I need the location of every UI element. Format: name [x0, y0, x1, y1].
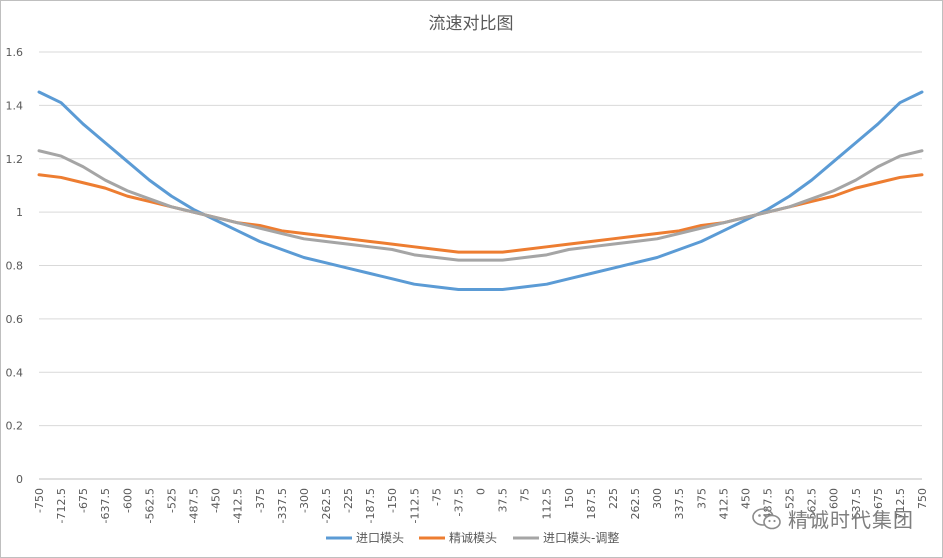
- series-line-2: [37, 173, 924, 254]
- x-tick-label: -337.5: [276, 488, 289, 523]
- x-tick-label: 525: [784, 488, 797, 509]
- x-tick-label: -637.5: [99, 488, 112, 523]
- y-tick-label: 1.6: [6, 46, 24, 59]
- x-tick-label: -37.5: [452, 488, 465, 516]
- legend-label: 进口模头-调整: [543, 530, 619, 545]
- x-tick-label: -525: [165, 488, 178, 513]
- y-tick-label: 1.4: [6, 99, 24, 112]
- legend-label: 精诚模头: [449, 531, 497, 545]
- x-tick-label: 300: [651, 488, 664, 509]
- watermark-text: 精诚时代集团: [788, 508, 914, 532]
- y-tick-label: 0.4: [6, 366, 24, 379]
- x-tick-label: 637.5: [850, 488, 863, 520]
- x-tick-label: -600: [121, 488, 134, 513]
- x-tick-label: 262.5: [629, 488, 642, 520]
- legend: 进口模头 精诚模头 进口模头-调整: [326, 530, 619, 545]
- watermark: 精诚时代集团: [752, 504, 914, 533]
- x-tick-label: 450: [739, 488, 752, 509]
- chart-title: 流速对比图: [429, 14, 514, 34]
- x-tick-label: 0: [475, 488, 488, 495]
- x-tick-label: 375: [695, 488, 708, 509]
- x-tick-label: -675: [77, 488, 90, 513]
- x-tick-label: 562.5: [806, 488, 819, 520]
- y-tick-label: 0.8: [6, 260, 24, 273]
- x-tick-label: 112.5: [541, 488, 554, 520]
- series-lines: [37, 90, 924, 292]
- x-tick-label: 675: [872, 488, 885, 509]
- wechat-icon: [752, 507, 781, 529]
- x-tick-label: 600: [828, 488, 841, 509]
- x-tick-label: 75: [519, 488, 532, 502]
- x-tick-label: -150: [386, 488, 399, 513]
- x-tick-label: -375: [254, 488, 267, 513]
- y-axis-tick-labels: 0 0.2 0.4 0.6 0.8 1 1.2 1.4 1.6: [6, 46, 24, 486]
- y-tick-label: 1.2: [6, 153, 24, 166]
- x-tick-label: 712.5: [894, 488, 907, 520]
- x-tick-label: -712.5: [55, 488, 68, 523]
- x-tick-label: -112.5: [408, 488, 421, 523]
- x-tick-label: -412.5: [232, 488, 245, 523]
- x-tick-label: 337.5: [673, 488, 686, 520]
- x-tick-label: -487.5: [188, 488, 201, 523]
- y-tick-label: 0.2: [6, 420, 24, 433]
- x-axis-tick-labels: -750 -712.5 -675 -637.5 -600 -562.5 -525 -487.5…: [33, 488, 929, 523]
- x-tick-label: 225: [607, 488, 620, 509]
- x-tick-label: 750: [916, 488, 929, 509]
- series-line-1: [37, 90, 924, 292]
- series-line-3: [37, 149, 924, 262]
- x-tick-label: 150: [563, 488, 576, 509]
- x-tick-label: -450: [210, 488, 223, 513]
- x-tick-label: -75: [430, 488, 443, 506]
- x-tick-label: -750: [33, 488, 46, 513]
- y-tick-label: 1: [16, 206, 23, 219]
- y-tick-label: 0.6: [6, 313, 24, 326]
- legend-label: 进口模头: [356, 531, 404, 545]
- x-tick-label: -562.5: [143, 488, 156, 523]
- x-tick-label: -262.5: [320, 488, 333, 523]
- x-tick-label: -300: [298, 488, 311, 513]
- x-tick-label: -187.5: [364, 488, 377, 523]
- x-tick-label: 412.5: [717, 488, 730, 520]
- gridlines: [39, 51, 922, 480]
- x-tick-label: 187.5: [585, 488, 598, 520]
- y-tick-label: 0: [16, 473, 23, 486]
- x-tick-label: -225: [342, 488, 355, 513]
- x-tick-label: 37.5: [497, 488, 510, 513]
